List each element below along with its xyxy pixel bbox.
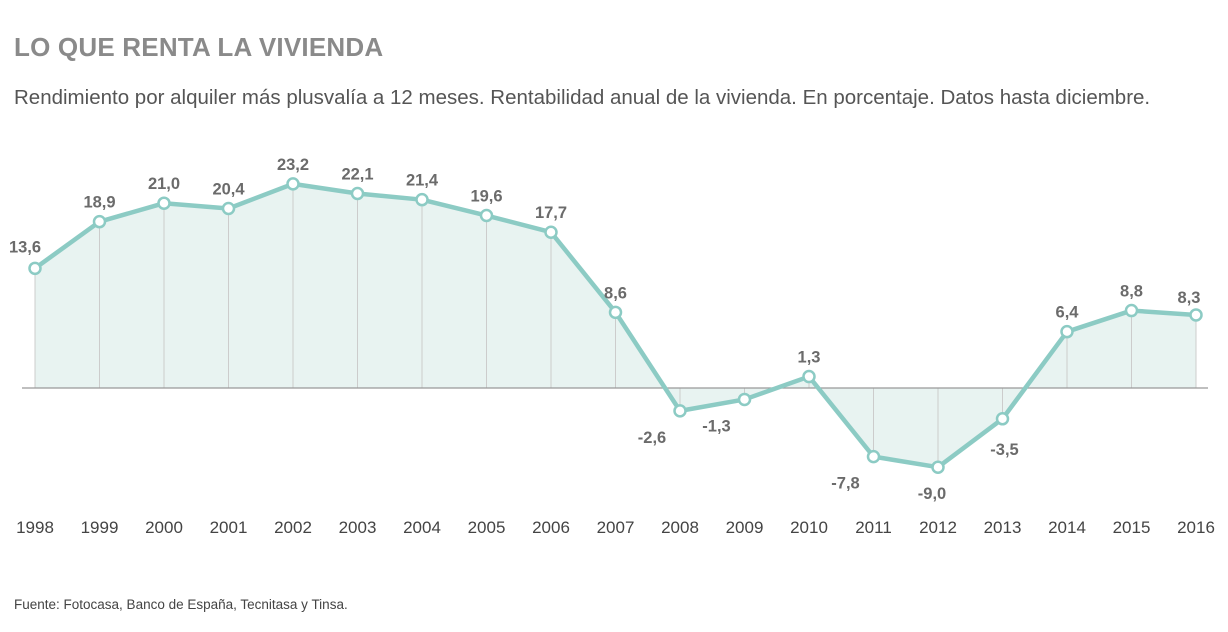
- x-tick-2006: 2006: [532, 518, 570, 537]
- data-label-2002: 23,2: [277, 156, 309, 174]
- x-tick-2016: 2016: [1177, 518, 1215, 537]
- x-tick-2005: 2005: [468, 518, 506, 537]
- data-label-2000: 21,0: [148, 175, 180, 193]
- data-label-1998: 13,6: [9, 238, 41, 256]
- x-tick-2011: 2011: [855, 518, 892, 537]
- data-point-2009: [737, 392, 752, 407]
- x-tick-2002: 2002: [274, 518, 312, 537]
- data-label-2015: 8,8: [1120, 283, 1143, 301]
- x-tick-2009: 2009: [726, 518, 764, 537]
- data-point-1998: [28, 261, 42, 276]
- x-tick-2012: 2012: [919, 518, 957, 537]
- data-label-2010: 1,3: [798, 349, 821, 367]
- x-tick-2004: 2004: [403, 518, 441, 537]
- x-tick-2008: 2008: [661, 518, 699, 537]
- data-point-2000: [157, 196, 171, 210]
- x-tick-2014: 2014: [1048, 518, 1086, 537]
- data-point-2002: [286, 177, 300, 191]
- data-point-2013: [995, 412, 1010, 426]
- data-label-2008: -2,6: [638, 429, 666, 447]
- data-point-2007: [608, 305, 623, 320]
- x-tick-1999: 1999: [81, 518, 119, 537]
- data-label-2011: -7,8: [831, 475, 859, 493]
- data-label-2016: 8,3: [1178, 289, 1201, 307]
- data-point-2003: [350, 186, 365, 201]
- x-tick-2000: 2000: [145, 518, 183, 537]
- x-tick-1998: 1998: [16, 518, 54, 537]
- data-label-2012: -9,0: [918, 485, 946, 503]
- x-tick-2015: 2015: [1113, 518, 1151, 537]
- x-tick-2001: 2001: [210, 518, 248, 537]
- data-point-1999: [92, 214, 107, 229]
- data-label-2006: 17,7: [535, 204, 567, 222]
- data-point-2014: [1060, 324, 1074, 339]
- data-label-2009: -1,3: [702, 417, 730, 435]
- chart-subtitle: Rendimiento por alquiler más plusvalía a…: [14, 86, 1151, 109]
- data-point-2004: [415, 192, 429, 207]
- data-label-2013: -3,5: [990, 441, 1018, 459]
- data-label-2014: 6,4: [1056, 304, 1080, 322]
- data-point-2016: [1189, 308, 1203, 322]
- x-tick-2013: 2013: [984, 518, 1022, 537]
- data-point-2001: [221, 201, 236, 216]
- chart-title: LO QUE RENTA LA VIVIENDA: [14, 32, 384, 62]
- x-tick-2003: 2003: [339, 518, 377, 537]
- data-point-2005: [479, 208, 494, 223]
- data-point-2015: [1124, 303, 1139, 318]
- data-label-2004: 21,4: [406, 172, 439, 190]
- x-tick-2007: 2007: [597, 518, 635, 537]
- data-label-2005: 19,6: [470, 188, 502, 206]
- data-point-2006: [544, 225, 558, 239]
- data-label-2003: 22,1: [341, 166, 373, 184]
- data-label-2007: 8,6: [604, 284, 627, 302]
- data-point-2011: [866, 449, 881, 464]
- data-point-2008: [673, 404, 687, 418]
- x-tick-2010: 2010: [790, 518, 828, 537]
- data-point-2012: [931, 460, 945, 474]
- data-point-2010: [802, 369, 816, 384]
- data-label-1999: 18,9: [83, 194, 115, 212]
- data-label-2001: 20,4: [212, 180, 245, 198]
- source-note: Fuente: Fotocasa, Banco de España, Tecni…: [14, 597, 348, 612]
